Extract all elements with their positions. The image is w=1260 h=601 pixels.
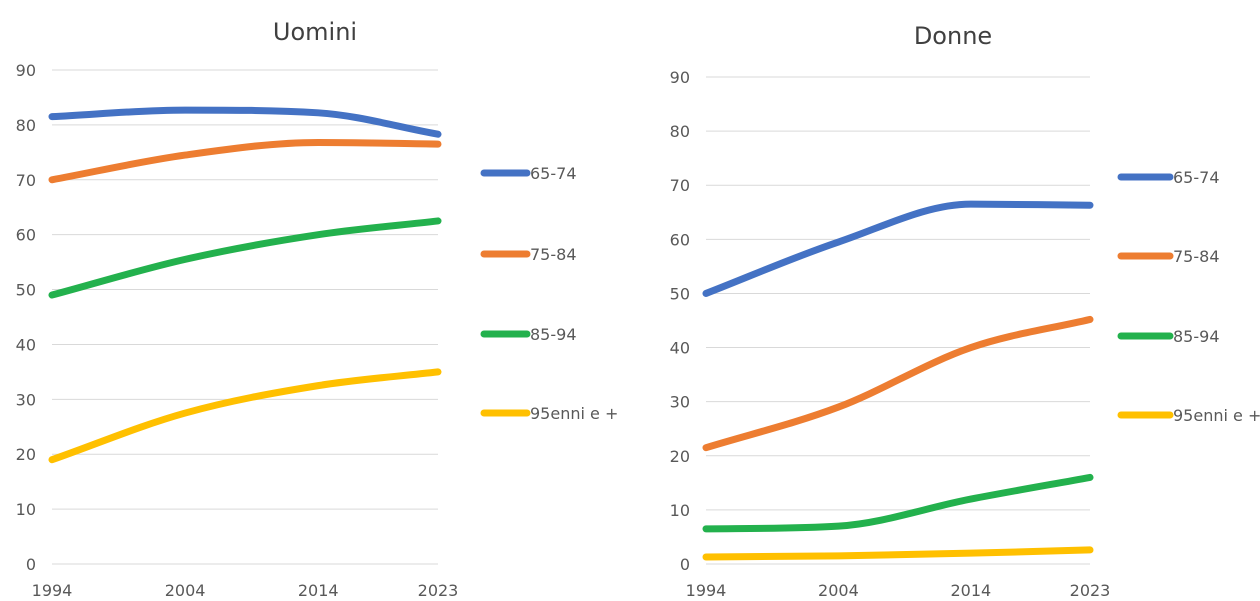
x-tick-label: 2023 (1070, 581, 1111, 600)
x-tick-label: 2004 (818, 581, 859, 600)
series-line-95enni-e (702, 546, 1094, 561)
legend-label: 65-74 (1173, 168, 1220, 187)
y-tick-label: 50 (670, 284, 690, 303)
chart-title: Uomini (273, 18, 357, 46)
legend-label: 95enni e + (530, 404, 618, 423)
y-tick-label: 10 (16, 500, 36, 519)
legend-item-75-84: 75-84 (1117, 247, 1220, 266)
y-tick-label: 60 (16, 226, 36, 245)
x-tick-label: 1994 (32, 581, 73, 600)
legend-item-85-94: 85-94 (480, 325, 577, 344)
series-75-84 (48, 138, 442, 184)
series-line-95enni-e (48, 368, 442, 464)
series-line-75-84 (48, 138, 442, 184)
series-line-85-94 (702, 473, 1094, 533)
series-line-85-94 (48, 217, 442, 299)
y-tick-label: 60 (670, 230, 690, 249)
y-tick-label: 30 (670, 393, 690, 412)
y-tick-label: 80 (670, 122, 690, 141)
series-line-65-74 (48, 106, 442, 138)
series-75-84 (702, 315, 1094, 452)
y-tick-label: 40 (670, 339, 690, 358)
series-line-75-84 (702, 315, 1094, 452)
series-65-74 (702, 200, 1094, 297)
y-tick-label: 40 (16, 335, 36, 354)
legend-item-85-94: 85-94 (1117, 327, 1220, 346)
legend-label: 85-94 (1173, 327, 1220, 346)
x-tick-label: 2023 (418, 581, 459, 600)
x-tick-label: 1994 (686, 581, 727, 600)
legend-item-75-84: 75-84 (480, 245, 577, 264)
legend-item-95enni-e: 95enni e + (480, 404, 618, 423)
series-line-65-74 (702, 200, 1094, 297)
x-tick-label: 2014 (950, 581, 991, 600)
series-95enni-e (702, 546, 1094, 561)
y-tick-label: 0 (680, 555, 690, 574)
chart-panel-uomini: Uomini 0 10 20 30 40 50 60 70 80 90 1994 2004 2014 202… (16, 18, 619, 600)
chart-panel-donne: Donne 0 10 20 30 40 50 60 70 80 90 1994 2004 2014 2023… (670, 22, 1260, 600)
y-tick-label: 90 (16, 61, 36, 80)
series-85-94 (48, 217, 442, 299)
legend-label: 75-84 (1173, 247, 1220, 266)
y-tick-label: 90 (670, 68, 690, 87)
y-tick-label: 30 (16, 390, 36, 409)
y-tick-label: 70 (16, 171, 36, 190)
legend-item-65-74: 65-74 (480, 164, 577, 183)
y-tick-label: 20 (16, 445, 36, 464)
series-95enni-e (48, 368, 442, 464)
legend-label: 75-84 (530, 245, 577, 264)
series-85-94 (702, 473, 1094, 533)
series-65-74 (48, 106, 442, 138)
chart-title: Donne (914, 22, 992, 50)
y-tick-label: 10 (670, 501, 690, 520)
y-tick-label: 80 (16, 116, 36, 135)
x-tick-label: 2004 (165, 581, 206, 600)
x-tick-label: 2014 (298, 581, 339, 600)
y-tick-label: 50 (16, 281, 36, 300)
legend-item-95enni-e: 95enni e + (1117, 406, 1260, 425)
y-tick-label: 20 (670, 447, 690, 466)
legend-label: 95enni e + (1173, 406, 1260, 425)
legend-label: 65-74 (530, 164, 577, 183)
legend-label: 85-94 (530, 325, 577, 344)
y-tick-label: 70 (670, 176, 690, 195)
legend-item-65-74: 65-74 (1117, 168, 1220, 187)
y-tick-label: 0 (26, 555, 36, 574)
